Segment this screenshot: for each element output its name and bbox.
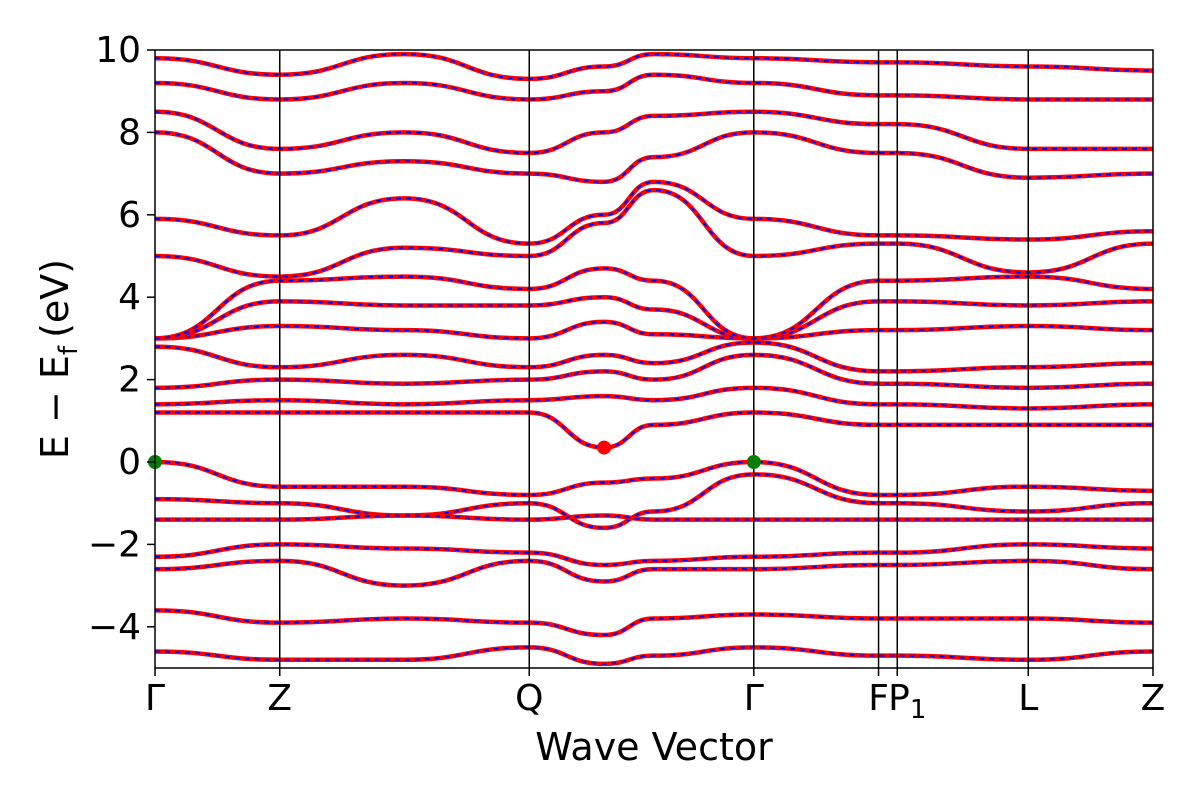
band-19-blue (155, 73, 1153, 101)
x-tick-label: Γ (744, 678, 764, 719)
band-15-blue (155, 189, 1153, 278)
y-tick-label: 4 (118, 277, 141, 318)
y-tick-label: 6 (118, 195, 141, 236)
y-tick-label: 2 (118, 360, 141, 401)
y-tick-label: 10 (95, 30, 141, 71)
band-11-blue (155, 341, 1153, 373)
y-axis-title-subscript: f (54, 345, 84, 355)
y-axis-ticks: −4 −2 0 2 4 6 8 10 (88, 30, 155, 648)
band-1-blue (155, 460, 1153, 496)
y-axis-title-main: E − E (33, 355, 77, 459)
band-6-blue (155, 609, 1153, 637)
band-13-blue (155, 296, 1153, 340)
y-tick-label: −2 (88, 524, 141, 565)
y-axis-title: E − Ef (eV) (33, 259, 84, 459)
kpoint-lines-layer (279, 50, 1029, 668)
plot-frame (154, 49, 1154, 669)
y-axis-title-unit: (eV) (33, 259, 77, 338)
x-tick-label: F (868, 678, 889, 719)
band-18-blue (155, 110, 1153, 155)
band-20-blue (155, 53, 1153, 80)
y-tick-label: −4 (88, 607, 141, 648)
band-4-blue (155, 543, 1153, 567)
cbm-marker-0 (597, 440, 612, 455)
band-14-red (155, 266, 1153, 341)
band-7-blue (155, 646, 1153, 665)
band-17-red (155, 130, 1153, 185)
band-9-red (155, 385, 1153, 411)
x-tick-label: Z (267, 678, 292, 719)
x-axis-ticks: Γ Z Q Γ F P1 L Z (145, 668, 1165, 725)
y-tick-label: 8 (118, 112, 141, 153)
x-tick-label: Z (1141, 678, 1166, 719)
band-16-blue (155, 180, 1153, 245)
band-3-red (155, 513, 1153, 522)
plot-background (155, 50, 1153, 668)
x-axis-title: Wave Vector (535, 725, 773, 769)
band-8-blue (155, 411, 1153, 449)
band-2-blue (155, 473, 1153, 529)
x-tick-label: L (1018, 678, 1038, 719)
x-tick-label: P1 (888, 678, 926, 725)
band-edge-markers (148, 440, 761, 469)
vbm-marker-1 (746, 455, 761, 469)
band-10-blue (155, 353, 1153, 389)
band-12-blue (155, 320, 1153, 340)
x-tick-label: Q (515, 678, 543, 719)
y-tick-label: 0 (118, 442, 141, 483)
bands-layer (155, 51, 1153, 667)
band-5-blue (155, 559, 1153, 587)
x-tick-label: Γ (145, 678, 165, 719)
